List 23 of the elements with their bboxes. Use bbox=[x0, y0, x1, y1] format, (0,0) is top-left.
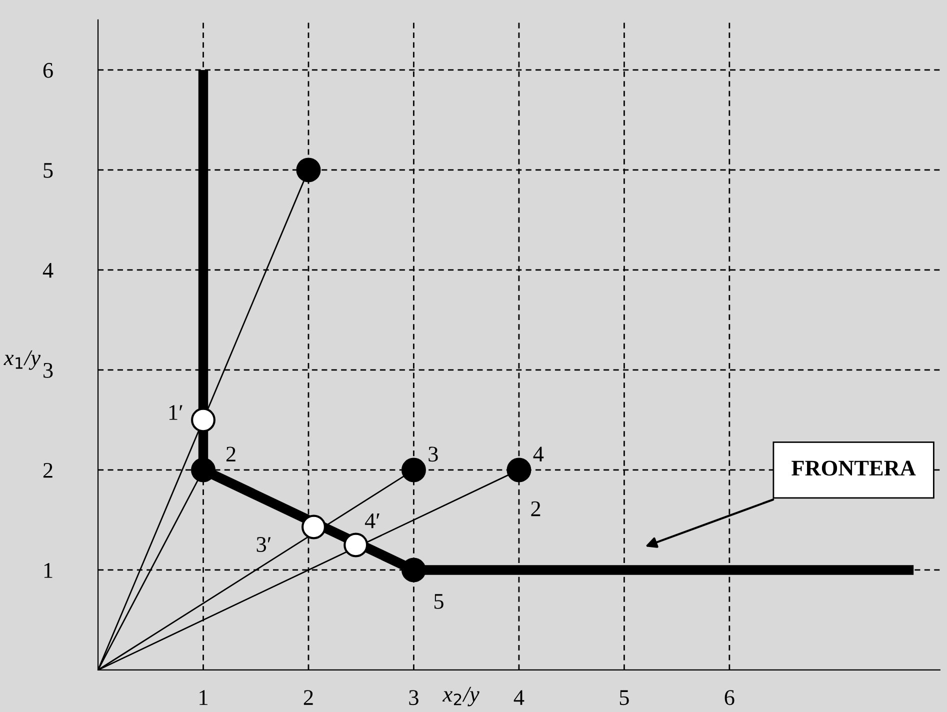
annotation: 2 bbox=[226, 446, 236, 462]
annotation: 4′ bbox=[364, 513, 380, 528]
y-tick-label: 3 bbox=[44, 362, 53, 378]
y-axis-title: x$_{1}$/y bbox=[4, 350, 41, 370]
annotation: 5 bbox=[434, 594, 444, 609]
x-tick-label: 6 bbox=[724, 690, 734, 706]
annotation: FRONTERA bbox=[792, 460, 916, 476]
y-tick-label: 5 bbox=[44, 163, 53, 178]
y-tick-label: 6 bbox=[43, 62, 53, 78]
x-tick-label: 5 bbox=[620, 690, 629, 706]
annotation: 1′ bbox=[169, 405, 182, 420]
x-axis-title: x$_{2}$/y bbox=[442, 686, 480, 706]
x-tick-label: 3 bbox=[409, 690, 418, 706]
x-tick-label: 4 bbox=[514, 690, 524, 705]
annotation: 4 bbox=[533, 446, 544, 462]
y-tick-label: 2 bbox=[43, 462, 52, 478]
x-tick-label: 1 bbox=[200, 690, 208, 705]
y-tick-label: 4 bbox=[42, 263, 54, 278]
annotation: 3′ bbox=[256, 537, 271, 552]
annotation: 2 bbox=[531, 501, 540, 516]
x-tick-label: 2 bbox=[304, 690, 313, 705]
annotation: 3 bbox=[428, 446, 438, 462]
y-tick-label: 1 bbox=[44, 563, 52, 578]
